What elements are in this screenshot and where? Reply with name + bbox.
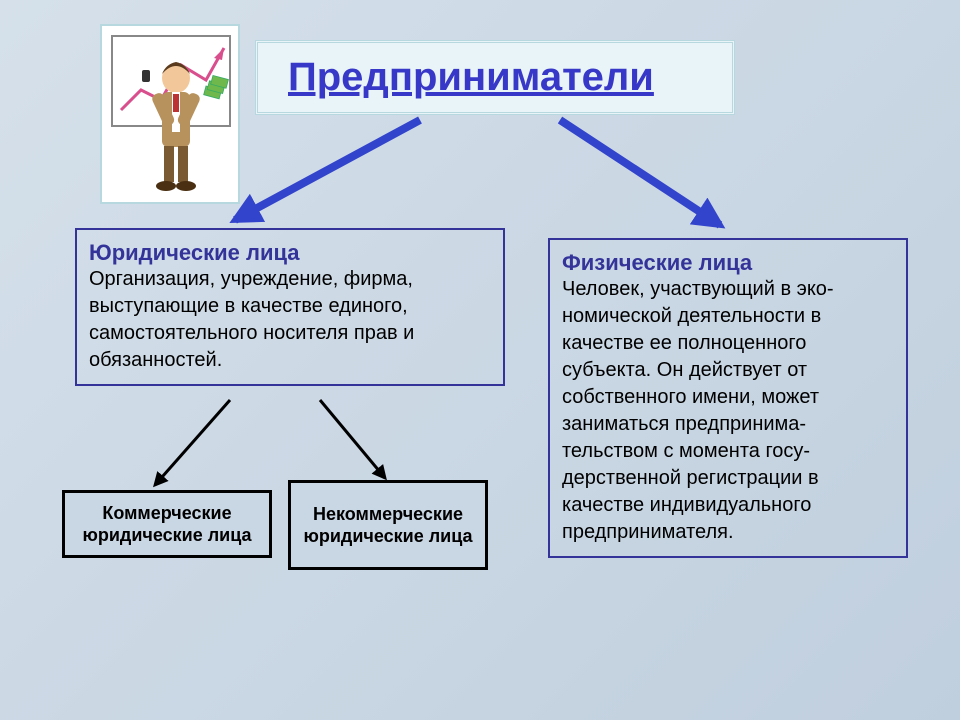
businessman-illustration: [100, 24, 240, 204]
chart-person-icon: [106, 30, 236, 200]
noncommercial-subbox: Некоммерческие юридические лица: [288, 480, 488, 570]
commercial-label: Коммерческие юридические лица: [65, 502, 269, 547]
main-title-box: Предприниматели: [255, 40, 735, 115]
noncommercial-label: Некоммерческие юридические лица: [291, 503, 485, 548]
legal-title: Юридические лица: [89, 240, 491, 266]
individual-title: Физические лица: [562, 250, 894, 276]
main-title: Предприниматели: [288, 55, 702, 100]
individual-box: Физические лица Человек, участвующий в э…: [548, 238, 908, 558]
arrow-to-noncommercial: [320, 400, 385, 478]
legal-entities-box: Юридические лица Организация, учреждение…: [75, 228, 505, 386]
individual-body: Человек, участвующий в эко-номической де…: [562, 276, 894, 546]
legal-body: Организация, учреждение, фирма, выступаю…: [89, 266, 491, 374]
arrow-to-legal: [235, 120, 420, 220]
arrow-to-individual: [560, 120, 720, 225]
arrow-to-commercial: [155, 400, 230, 485]
commercial-subbox: Коммерческие юридические лица: [62, 490, 272, 558]
